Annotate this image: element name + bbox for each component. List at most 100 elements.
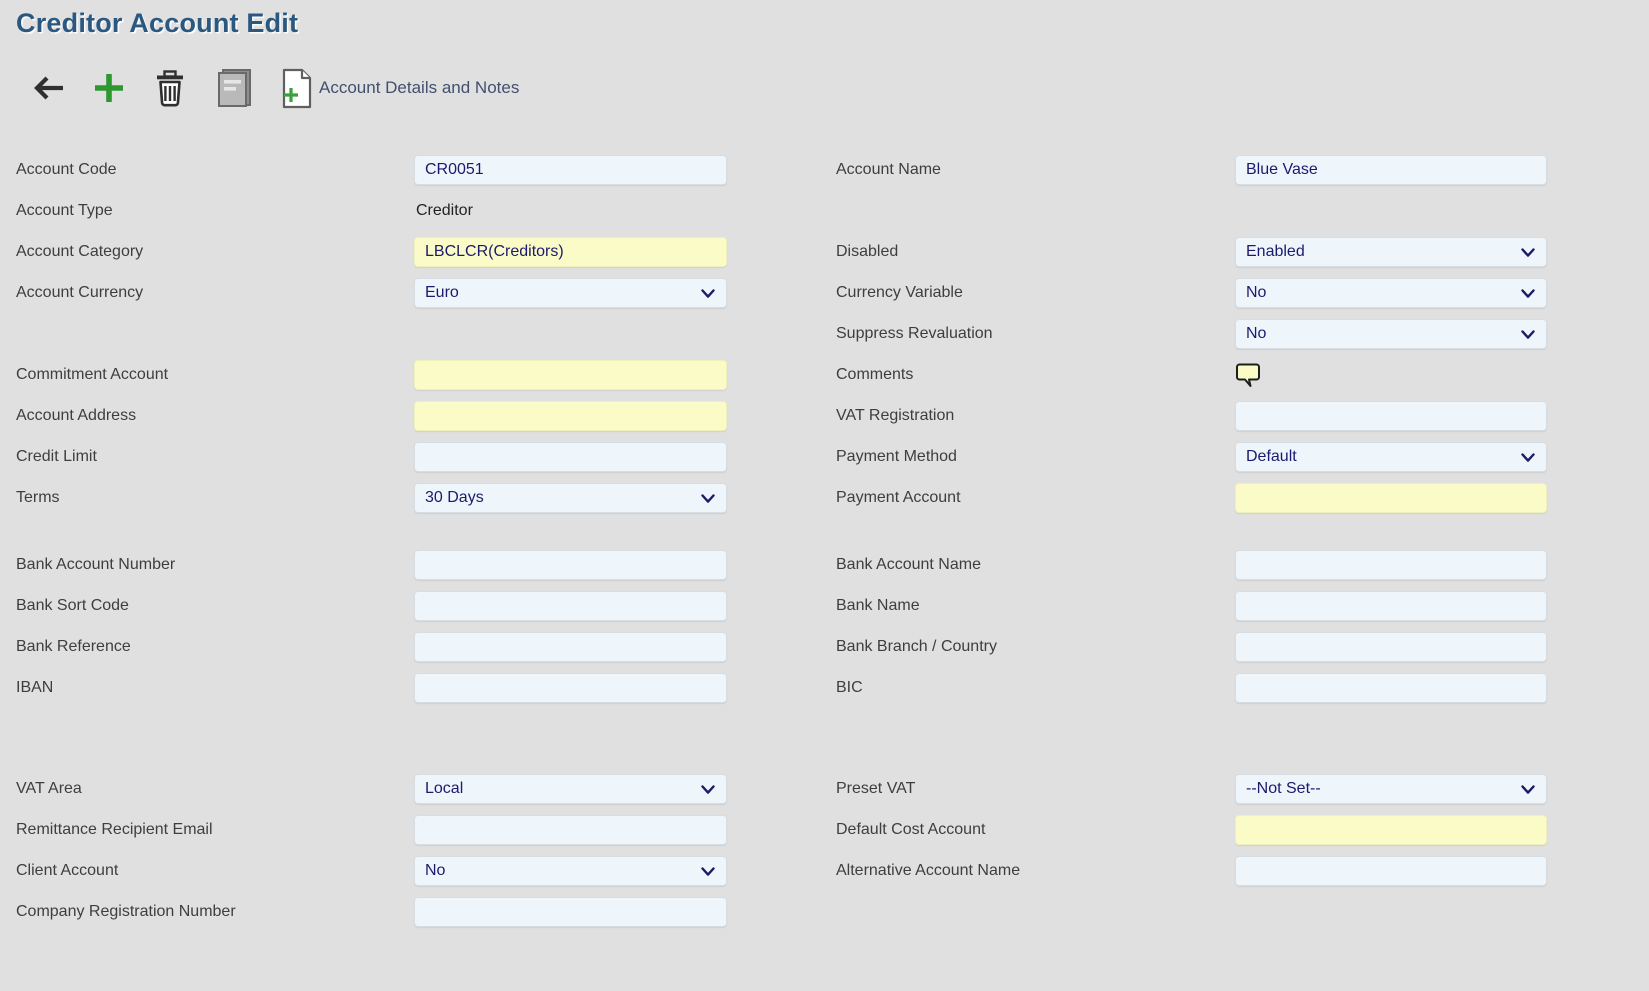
iban-label: IBAN — [16, 679, 54, 696]
account-type-value: Creditor — [416, 202, 473, 219]
preset-vat-select-value: --Not Set-- — [1246, 780, 1321, 797]
bank-account-number-label: Bank Account Number — [16, 556, 176, 573]
form-row: Remittance Recipient Email Default Cost … — [16, 815, 1649, 845]
vat-area-select-value: Local — [425, 780, 464, 797]
terms-label: Terms — [16, 489, 60, 506]
bank-reference-label: Bank Reference — [16, 638, 131, 655]
account-name-input[interactable] — [1235, 155, 1547, 185]
preset-vat-select[interactable]: --Not Set-- — [1235, 774, 1547, 804]
bank-account-name-input[interactable] — [1235, 550, 1547, 580]
credit-limit-input[interactable] — [414, 442, 727, 472]
bank-sort-code-label: Bank Sort Code — [16, 597, 129, 614]
creditor-account-edit-page: Creditor Account Edit — [0, 8, 1649, 991]
account-currency-select[interactable]: Euro — [414, 278, 727, 308]
bank-sort-code-input[interactable] — [414, 591, 727, 621]
account-code-label: Account Code — [16, 161, 117, 178]
credit-limit-label: Credit Limit — [16, 448, 97, 465]
form-row: Terms 30 Days Payment Account — [16, 483, 1649, 513]
back-arrow-icon — [34, 76, 63, 100]
commitment-account-label: Commitment Account — [16, 366, 169, 383]
bank-account-name-label: Bank Account Name — [836, 556, 981, 573]
suppress-revaluation-select[interactable]: No — [1235, 319, 1547, 349]
bank-name-label: Bank Name — [836, 597, 920, 614]
vat-area-select[interactable]: Local — [414, 774, 727, 804]
form-row: Credit Limit Payment Method Default — [16, 442, 1649, 472]
account-address-input[interactable] — [414, 401, 727, 431]
page-title: Creditor Account Edit — [16, 8, 299, 38]
client-account-select-value: No — [425, 862, 446, 879]
chevron-down-icon — [1521, 453, 1535, 462]
delete-button[interactable] — [152, 69, 188, 107]
chevron-down-icon — [1521, 330, 1535, 339]
form-row: VAT Area Local Preset VAT --Not Set-- — [16, 774, 1649, 804]
chevron-down-icon — [701, 785, 715, 794]
suppress-revaluation-label: Suppress Revaluation — [836, 325, 993, 342]
payment-method-select[interactable]: Default — [1235, 442, 1547, 472]
bank-branch-country-input[interactable] — [1235, 632, 1547, 662]
bank-name-input[interactable] — [1235, 591, 1547, 621]
account-currency-label: Account Currency — [16, 284, 144, 301]
vat-registration-label: VAT Registration — [836, 407, 955, 424]
remittance-recipient-email-label: Remittance Recipient Email — [16, 821, 213, 838]
trash-icon — [157, 70, 183, 107]
form-row: IBAN BIC — [16, 673, 1649, 703]
bank-reference-input[interactable] — [414, 632, 727, 662]
vat-registration-input[interactable] — [1235, 401, 1547, 431]
form-row: Commitment Account Comments — [16, 360, 1649, 390]
form-row: Account Category Disabled Enabled — [16, 237, 1649, 267]
account-type-label: Account Type — [16, 202, 113, 219]
account-currency-select-value: Euro — [425, 284, 459, 301]
account-name-label: Account Name — [836, 161, 941, 178]
alternative-account-name-input[interactable] — [1235, 856, 1547, 886]
account-category-label: Account Category — [16, 243, 144, 260]
chevron-down-icon — [701, 289, 715, 298]
company-registration-number-input[interactable] — [414, 897, 727, 927]
disabled-select-value: Enabled — [1246, 243, 1305, 260]
creditor-account-form: Account Code Account Name Account Type C… — [0, 155, 1649, 927]
chevron-down-icon — [1521, 785, 1535, 794]
terms-select-value: 30 Days — [425, 489, 484, 506]
terms-select[interactable]: 30 Days — [414, 483, 727, 513]
disabled-label: Disabled — [836, 243, 899, 260]
comment-icon[interactable] — [1235, 363, 1261, 388]
form-row: Account Type Creditor — [16, 196, 1649, 226]
chevron-down-icon — [1521, 289, 1535, 298]
chevron-down-icon — [701, 867, 715, 876]
account-code-input[interactable] — [414, 155, 727, 185]
form-row: Company Registration Number — [16, 897, 1649, 927]
form-row: Client Account No Alternative Account Na… — [16, 856, 1649, 886]
payment-account-label: Payment Account — [836, 489, 961, 506]
chevron-down-icon — [701, 494, 715, 503]
commitment-account-input[interactable] — [414, 360, 727, 390]
currency-variable-label: Currency Variable — [836, 284, 963, 301]
document-notes-icon — [218, 69, 251, 107]
client-account-label: Client Account — [16, 862, 119, 879]
bank-branch-country-label: Bank Branch / Country — [836, 638, 997, 655]
form-row: Bank Account Number Bank Account Name — [16, 550, 1649, 580]
disabled-select[interactable]: Enabled — [1235, 237, 1547, 267]
currency-variable-select[interactable]: No — [1235, 278, 1547, 308]
default-cost-account-label: Default Cost Account — [836, 821, 986, 838]
vat-area-label: VAT Area — [16, 780, 82, 797]
account-category-input[interactable] — [414, 237, 727, 267]
add-button[interactable] — [92, 71, 126, 105]
company-registration-number-label: Company Registration Number — [16, 903, 236, 920]
form-row: Bank Reference Bank Branch / Country — [16, 632, 1649, 662]
payment-account-input[interactable] — [1235, 483, 1547, 513]
suppress-revaluation-select-value: No — [1246, 325, 1267, 342]
client-account-select[interactable]: No — [414, 856, 727, 886]
account-details-button[interactable]: Account Details and Notes — [280, 68, 519, 109]
form-row: Account Currency Euro Currency Variable … — [16, 278, 1649, 308]
bank-account-number-input[interactable] — [414, 550, 727, 580]
chevron-down-icon — [1521, 248, 1535, 257]
default-cost-account-input[interactable] — [1235, 815, 1547, 845]
bic-input[interactable] — [1235, 673, 1547, 703]
back-button[interactable] — [32, 74, 66, 102]
notes-button[interactable] — [214, 67, 254, 109]
iban-input[interactable] — [414, 673, 727, 703]
page-plus-icon — [282, 68, 312, 108]
toolbar: Account Details and Notes — [32, 66, 1649, 110]
remittance-recipient-email-input[interactable] — [414, 815, 727, 845]
form-row: Account Code Account Name — [16, 155, 1649, 185]
preset-vat-label: Preset VAT — [836, 780, 916, 797]
